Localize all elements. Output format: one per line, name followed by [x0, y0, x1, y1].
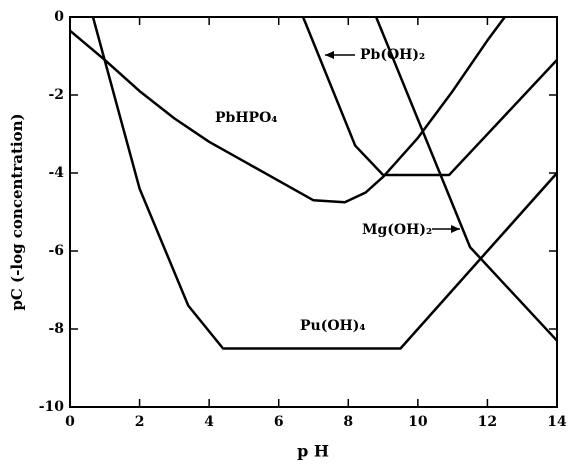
series-label: PbHPO₄: [215, 110, 277, 126]
y-tick-label: -10: [39, 399, 65, 415]
arrow-head: [451, 225, 460, 233]
x-tick-label: 4: [204, 414, 214, 430]
curve: [91, 16, 558, 350]
series-label: Pu(OH)₄: [300, 318, 366, 334]
y-tick-label: -8: [48, 321, 64, 337]
curve: [69, 16, 506, 204]
y-axis-label: pC (-log concentration): [8, 113, 26, 310]
plot-frame: [69, 16, 558, 408]
x-tick-label: 2: [135, 414, 145, 430]
x-tick-label: 12: [478, 414, 497, 430]
y-tick-label: 0: [54, 9, 64, 25]
curve: [301, 16, 558, 177]
y-tick-label: -2: [48, 87, 64, 103]
x-tick-label: 8: [343, 414, 353, 430]
x-tick-label: 6: [274, 414, 284, 430]
y-tick-label: -4: [48, 165, 64, 181]
arrow-head: [325, 51, 334, 59]
x-tick-label: 0: [65, 414, 75, 430]
y-tick-label: -6: [48, 243, 64, 259]
x-tick-label: 10: [408, 414, 428, 430]
curve: [374, 16, 558, 342]
x-tick-label: 14: [547, 414, 567, 430]
x-axis-label: p H: [297, 442, 329, 461]
series-label: Mg(OH)₂: [362, 222, 432, 238]
